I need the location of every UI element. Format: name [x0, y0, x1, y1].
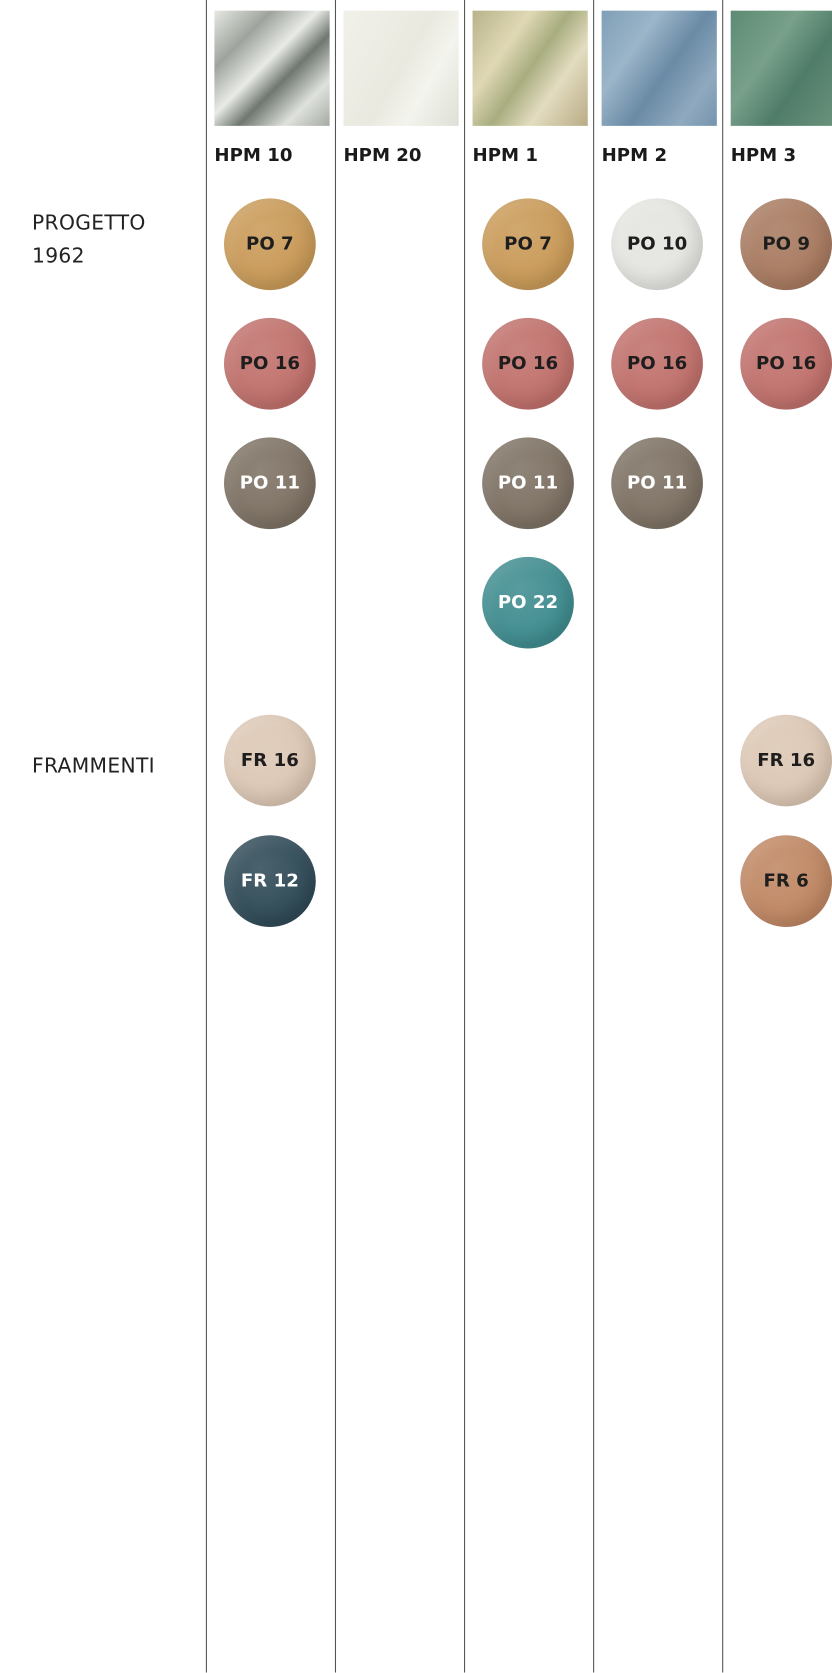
row-label: PROGETTO 1962	[32, 207, 181, 273]
column-name: HPM 1	[473, 145, 538, 166]
color-swatch[interactable]: PO 9	[740, 198, 832, 290]
column: HPM 10 PO 7 PO 16 PO 11 FR 16 FR 12	[206, 0, 336, 1673]
column-name: HPM 3	[731, 145, 796, 166]
color-swatch[interactable]: PO 22	[482, 557, 574, 649]
compatibility-grid: PROGETTO 1962 FRAMMENTI HPM 10 PO 7 PO 16 P…	[0, 0, 832, 1673]
color-swatch[interactable]: PO 16	[740, 318, 832, 410]
page: PROGETTO 1962 FRAMMENTI HPM 10 PO 7 PO 16 P…	[0, 0, 832, 1673]
color-swatch[interactable]: PO 11	[224, 437, 316, 529]
color-swatch[interactable]: PO 10	[611, 198, 703, 290]
row-label: FRAMMENTI	[32, 750, 181, 783]
column: HPM 3 PO 9 PO 16 FR 16 FR 6	[722, 0, 832, 1673]
column-name: HPM 20	[343, 145, 421, 166]
color-swatch[interactable]: FR 16	[224, 715, 316, 807]
color-swatch[interactable]: FR 12	[224, 835, 316, 927]
column-name: HPM 10	[214, 145, 292, 166]
column-name: HPM 2	[602, 145, 667, 166]
material-swatch[interactable]	[214, 11, 329, 126]
color-swatch[interactable]: FR 16	[740, 715, 832, 807]
color-swatch[interactable]: PO 16	[224, 318, 316, 410]
color-swatch[interactable]: PO 11	[482, 437, 574, 529]
color-swatch[interactable]: PO 7	[224, 198, 316, 290]
material-swatch[interactable]	[343, 11, 458, 126]
column: HPM 20	[335, 0, 465, 1673]
material-swatch[interactable]	[473, 11, 588, 126]
column: HPM 2 PO 10 PO 16 PO 11	[593, 0, 723, 1673]
column: HPM 1 PO 7 PO 16 PO 11 PO 22	[464, 0, 594, 1673]
color-swatch[interactable]: PO 16	[611, 318, 703, 410]
color-swatch[interactable]: FR 6	[740, 835, 832, 927]
material-swatch[interactable]	[602, 11, 717, 126]
color-swatch[interactable]: PO 16	[482, 318, 574, 410]
color-swatch[interactable]: PO 11	[611, 437, 703, 529]
material-swatch[interactable]	[731, 11, 832, 126]
color-swatch[interactable]: PO 7	[482, 198, 574, 290]
